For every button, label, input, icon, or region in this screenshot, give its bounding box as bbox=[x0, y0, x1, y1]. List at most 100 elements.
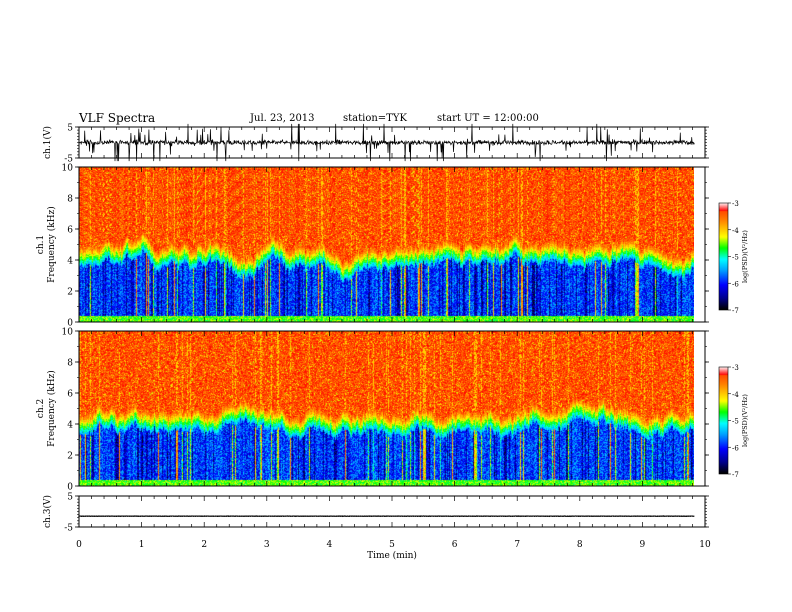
ch3-waveform-trace-dot bbox=[89, 515, 91, 517]
ch3-waveform-trace-dot bbox=[410, 515, 412, 517]
ch3-waveform-trace-dot bbox=[553, 515, 555, 517]
ch2-spectrogram-image bbox=[79, 331, 694, 486]
ch3-waveform-trace-dot bbox=[232, 515, 234, 517]
ch2-spectrogram-ylabel-frequency: Frequency (kHz) bbox=[46, 370, 57, 447]
ch3-waveform-trace-dot bbox=[379, 515, 382, 517]
ch3-waveform-trace-dot bbox=[472, 515, 474, 517]
ch3-waveform-trace-dot bbox=[362, 515, 364, 517]
ch3-waveform-trace-dot bbox=[155, 515, 157, 517]
time-axis-tick-label: 10 bbox=[699, 540, 711, 550]
ch3-waveform-trace-dot bbox=[355, 515, 357, 517]
ch3-waveform-trace-dot bbox=[639, 515, 641, 517]
ch3-waveform-trace-dot bbox=[340, 515, 342, 517]
ch3-waveform-trace-dot bbox=[93, 515, 96, 517]
ch3-waveform-trace-dot bbox=[478, 515, 481, 517]
ch3-waveform-trace-dot bbox=[282, 515, 285, 517]
ch3-waveform-trace-dot bbox=[538, 515, 540, 517]
ch3-waveform-trace-dot bbox=[549, 515, 551, 517]
ch3-waveform-trace-dot bbox=[544, 515, 547, 517]
ch3-waveform-trace-dot bbox=[192, 515, 195, 517]
ch2-colorbar: -3 -4 -5 -6 -7 log(PSD)(V²/Hz) bbox=[718, 364, 749, 479]
ch3-waveform-trace-dot bbox=[590, 515, 593, 517]
ch3-waveform-trace-dot bbox=[388, 515, 390, 517]
ch1-colorbar-tick-label: -3 bbox=[732, 200, 739, 208]
ch3-waveform-trace-dot bbox=[615, 515, 617, 517]
ch3-waveform-trace-dot bbox=[126, 515, 129, 517]
ch3-waveform-trace-dot bbox=[577, 515, 580, 517]
ch3-waveform-trace-dot bbox=[181, 515, 184, 517]
ch3-waveform-trace-dot bbox=[359, 515, 362, 517]
time-axis-tick-label: 3 bbox=[264, 540, 270, 550]
ch3-waveform-trace-dot bbox=[263, 515, 265, 517]
ch3-waveform-trace-dot bbox=[654, 515, 657, 517]
ch3-waveform-trace-dot bbox=[243, 515, 245, 517]
ch3-waveform-trace-dot bbox=[269, 515, 272, 517]
ch3-waveform-trace-dot bbox=[142, 515, 144, 517]
ch3-waveform-trace-dot bbox=[186, 515, 188, 517]
ch1-colorbar-tick-label: -7 bbox=[732, 307, 739, 315]
ch3-waveform-trace-dot bbox=[450, 515, 452, 517]
ch3-waveform-trace-dot bbox=[302, 515, 305, 517]
ch3-waveform-trace-dot bbox=[203, 515, 206, 517]
ch3-waveform-trace-dot bbox=[137, 515, 140, 517]
ch3-waveform-trace-dot bbox=[214, 515, 217, 517]
ch3-waveform-trace-dot bbox=[159, 515, 162, 517]
ch3-waveform-trace-dot bbox=[87, 515, 89, 517]
ch3-waveform-trace-dot bbox=[476, 515, 478, 517]
ch3-waveform-trace-dot bbox=[562, 515, 564, 517]
ch2-colorbar-label: log(PSD)(V²/Hz) bbox=[741, 394, 749, 447]
ch3-waveform-trace-dot bbox=[540, 515, 542, 517]
ch3-waveform-trace-dot bbox=[496, 515, 498, 517]
time-axis-tick-label: 6 bbox=[452, 540, 458, 550]
ch3-waveform-trace-dot bbox=[267, 515, 269, 517]
ch3-waveform-trace-dot bbox=[381, 515, 384, 517]
ch3-waveform-trace-dot bbox=[100, 515, 102, 517]
ch3-waveform-trace-dot bbox=[247, 515, 250, 517]
ch3-waveform-trace-dot bbox=[445, 515, 448, 517]
ch3-waveform-trace-dot bbox=[461, 515, 463, 517]
ch3-waveform-trace-dot bbox=[364, 515, 366, 517]
ch3-waveform-trace-dot bbox=[300, 515, 302, 517]
ch3-waveform-trace-dot bbox=[441, 515, 443, 517]
ch3-waveform-trace-dot bbox=[120, 515, 122, 517]
ch3-waveform-trace-dot bbox=[623, 515, 626, 517]
ch3-waveform-trace-dot bbox=[621, 515, 624, 517]
ch3-waveform-trace-dot bbox=[289, 515, 291, 517]
ch3-waveform-trace-dot bbox=[148, 515, 151, 517]
ch3-waveform-trace-dot bbox=[194, 515, 197, 517]
ch3-waveform-trace-dot bbox=[161, 515, 164, 517]
ch3-waveform-trace-dot bbox=[254, 515, 256, 517]
ch3-waveform-trace-dot bbox=[168, 515, 170, 517]
ch3-waveform-trace-dot bbox=[245, 515, 247, 517]
ch3-waveform-trace-dot bbox=[670, 515, 672, 517]
ch3-waveform-trace-dot bbox=[256, 515, 258, 517]
ch1-colorbar-label: log(PSD)(V²/Hz) bbox=[741, 230, 749, 283]
time-axis-tick-label: 9 bbox=[640, 540, 646, 550]
ch3-waveform-trace-dot bbox=[353, 515, 355, 517]
ch1-colorbar-tick-label: -6 bbox=[732, 280, 739, 288]
ch3-waveform-trace-dot bbox=[366, 515, 368, 517]
ch3-waveform-trace-dot bbox=[315, 515, 318, 517]
ch3-waveform-ylabel: ch.3(V) bbox=[42, 495, 53, 528]
ch1-spectrogram-image bbox=[79, 167, 694, 322]
ch2-colorbar-tick-label: -6 bbox=[732, 444, 739, 452]
ch3-waveform-trace-dot bbox=[252, 515, 254, 517]
ch3-waveform-trace-dot bbox=[293, 515, 296, 517]
ch3-waveform-trace-dot bbox=[190, 515, 192, 517]
ch3-waveform-trace-dot bbox=[219, 515, 221, 517]
ch3-waveform-trace-dot bbox=[201, 515, 203, 517]
ch3-waveform-trace-dot bbox=[637, 515, 639, 517]
ch2-spectrogram-ytick-label: 4 bbox=[67, 421, 73, 431]
ch3-waveform-trace-dot bbox=[458, 515, 461, 517]
ch3-waveform-trace-dot bbox=[82, 515, 85, 517]
ch2-spectrogram-ytick-label: 10 bbox=[62, 328, 74, 338]
ch3-waveform-trace-dot bbox=[606, 515, 608, 517]
time-axis-tick-label: 8 bbox=[577, 540, 583, 550]
ch3-waveform-trace-dot bbox=[144, 515, 146, 517]
ch3-waveform-trace-dot bbox=[311, 515, 313, 517]
ch3-waveform-trace-dot bbox=[241, 515, 243, 517]
ch3-waveform-trace-dot bbox=[271, 515, 274, 517]
ch3-waveform-trace-dot bbox=[397, 515, 399, 517]
ch3-waveform-trace-dot bbox=[661, 515, 663, 517]
ch3-waveform-trace-dot bbox=[386, 515, 388, 517]
